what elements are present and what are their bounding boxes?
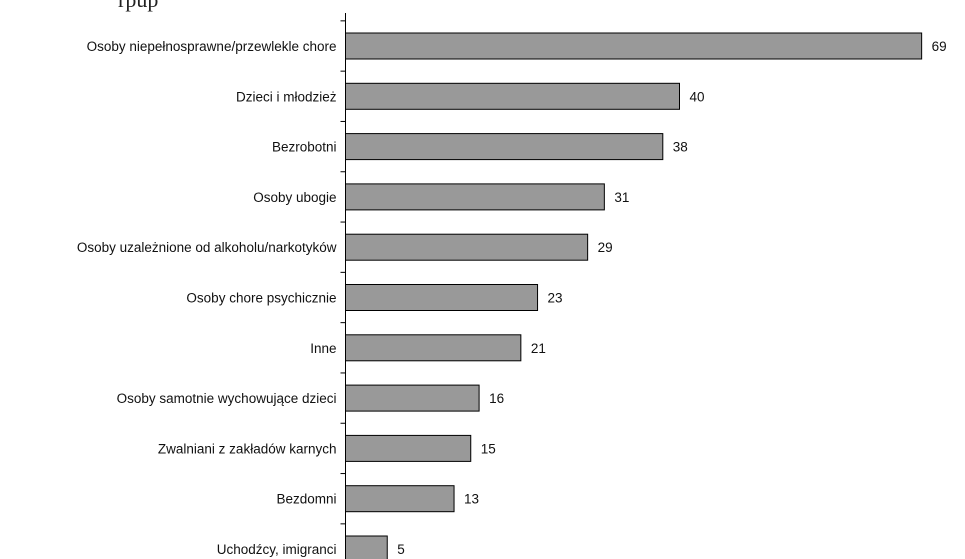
category-label-bezrobotni: Bezrobotni bbox=[272, 140, 337, 155]
caption-fragment: rpup bbox=[118, 0, 158, 12]
category-labels: Osoby niepełnosprawne/przewlekle chore Dz… bbox=[77, 39, 337, 557]
category-label-osoby-uzaleznione-od-alkoholu-narkotykow: Osoby uzależnione od alkoholu/narkotyków bbox=[77, 240, 337, 255]
y-axis-ticks bbox=[340, 20, 346, 525]
data-label-zwalniani-z-zakladow-karnych: 15 bbox=[481, 441, 496, 456]
bar-zwalniani-z-zakladow-karnych bbox=[345, 434, 472, 462]
bar-uchodzcy-imigranci bbox=[345, 535, 388, 559]
category-label-osoby-chore-psychicznie: Osoby chore psychicznie bbox=[186, 291, 336, 306]
data-label-osoby-samotnie-wychowujace-dzieci: 16 bbox=[489, 391, 504, 406]
data-label-osoby-ubogie: 31 bbox=[614, 190, 629, 205]
category-label-inne: Inne bbox=[310, 341, 336, 356]
category-label-zwalniani-z-zakladow-karnych: Zwalniani z zakładów karnych bbox=[158, 441, 337, 456]
data-label-osoby-niepelnosprawne-przewlekle-chore: 69 bbox=[932, 39, 947, 54]
category-label-dzieci-i-mlodziez: Dzieci i młodzież bbox=[236, 89, 337, 104]
data-label-osoby-chore-psychicznie: 23 bbox=[548, 291, 563, 306]
bars-group bbox=[345, 32, 923, 559]
bar-osoby-ubogie bbox=[345, 183, 605, 211]
category-label-uchodzcy-imigranci: Uchodźcy, imigranci bbox=[217, 542, 337, 557]
data-label-dzieci-i-mlodziez: 40 bbox=[690, 89, 705, 104]
data-label-uchodzcy-imigranci: 5 bbox=[397, 542, 405, 557]
category-label-osoby-niepelnosprawne-przewlekle-chore: Osoby niepełnosprawne/przewlekle chore bbox=[87, 39, 337, 54]
category-label-osoby-samotnie-wychowujace-dzieci: Osoby samotnie wychowujące dzieci bbox=[117, 391, 337, 406]
data-label-osoby-uzaleznione-od-alkoholu-narkotykow: 29 bbox=[598, 240, 613, 255]
data-labels: 69 40 38 31 29 23 21 16 15 13 5 bbox=[397, 39, 946, 557]
data-label-inne: 21 bbox=[531, 341, 546, 356]
category-label-bezdomni: Bezdomni bbox=[276, 492, 336, 507]
bar-osoby-chore-psychicznie bbox=[345, 284, 539, 311]
bar-osoby-niepelnosprawne-przewlekle-chore bbox=[345, 32, 923, 60]
bar-osoby-samotnie-wychowujace-dzieci bbox=[345, 384, 480, 412]
data-label-bezrobotni: 38 bbox=[673, 140, 688, 155]
category-label-osoby-ubogie: Osoby ubogie bbox=[253, 190, 336, 205]
bar-dzieci-i-mlodziez bbox=[345, 82, 680, 110]
bar-bezdomni bbox=[345, 485, 455, 513]
data-label-bezdomni: 13 bbox=[464, 492, 479, 507]
bar-osoby-uzaleznione-od-alkoholu-narkotykow bbox=[345, 233, 589, 261]
bar-bezrobotni bbox=[345, 133, 664, 161]
bar-inne bbox=[345, 334, 522, 362]
